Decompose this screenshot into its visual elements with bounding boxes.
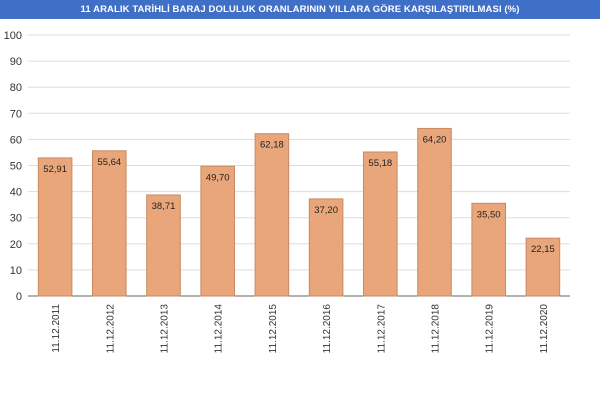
value-label: 37,20 (314, 205, 338, 216)
bar (362, 151, 398, 297)
y-tick-label: 80 (10, 82, 22, 94)
y-tick-label: 30 (10, 213, 22, 225)
y-tick-label: 100 (4, 30, 22, 42)
bars (37, 127, 561, 297)
bar (37, 157, 73, 297)
value-labels: 52,91 55,64 38,71 49,70 62,18 37,20 55,18 64,20… (43, 134, 555, 255)
y-tick-label: 10 (10, 265, 22, 277)
x-tick-label: 11.12.2018 (431, 304, 442, 354)
bar (308, 198, 344, 297)
value-label: 55,18 (368, 158, 392, 169)
bar (525, 237, 561, 297)
value-label: 55,64 (97, 157, 121, 168)
x-tick-label: 11.12.2015 (268, 304, 279, 354)
x-tick-label: 11.12.2014 (214, 304, 225, 354)
y-tick-label: 20 (10, 239, 22, 251)
y-tick-label: 60 (10, 134, 22, 146)
bar (254, 133, 290, 297)
x-tick-label: 11.12.2019 (485, 304, 496, 354)
x-tick-label: 11.12.2016 (322, 304, 333, 354)
y-axis-ticks: 0 10 20 30 40 50 60 70 80 90 100 (4, 30, 22, 303)
value-label: 64,20 (423, 134, 447, 145)
y-tick-label: 50 (10, 161, 22, 173)
x-tick-label: 11.12.2012 (105, 304, 116, 354)
x-tick-label: 11.12.2011 (51, 304, 62, 353)
bar (200, 165, 236, 297)
x-tick-label: 11.12.2020 (539, 304, 550, 354)
y-tick-label: 70 (10, 108, 22, 120)
bar (91, 150, 127, 297)
y-tick-label: 0 (16, 291, 22, 303)
y-tick-label: 90 (10, 56, 22, 68)
value-label: 49,70 (206, 172, 230, 183)
chart-title: 11 ARALIK TARİHLİ BARAJ DOLULUK ORANLARI… (0, 0, 600, 19)
bar (146, 194, 181, 297)
value-label: 52,91 (43, 164, 67, 175)
value-label: 62,18 (260, 140, 284, 151)
x-tick-label: 11.12.2017 (376, 304, 387, 354)
value-label: 22,15 (531, 244, 555, 255)
bar (471, 202, 507, 297)
bar (417, 127, 452, 297)
x-axis-labels: 11.12.2011 11.12.2012 11.12.2013 11.12.2014… (51, 304, 550, 354)
value-label: 35,50 (477, 209, 501, 220)
y-tick-label: 40 (10, 187, 22, 199)
x-tick-label: 11.12.2013 (160, 304, 171, 354)
value-label: 38,71 (152, 201, 176, 212)
